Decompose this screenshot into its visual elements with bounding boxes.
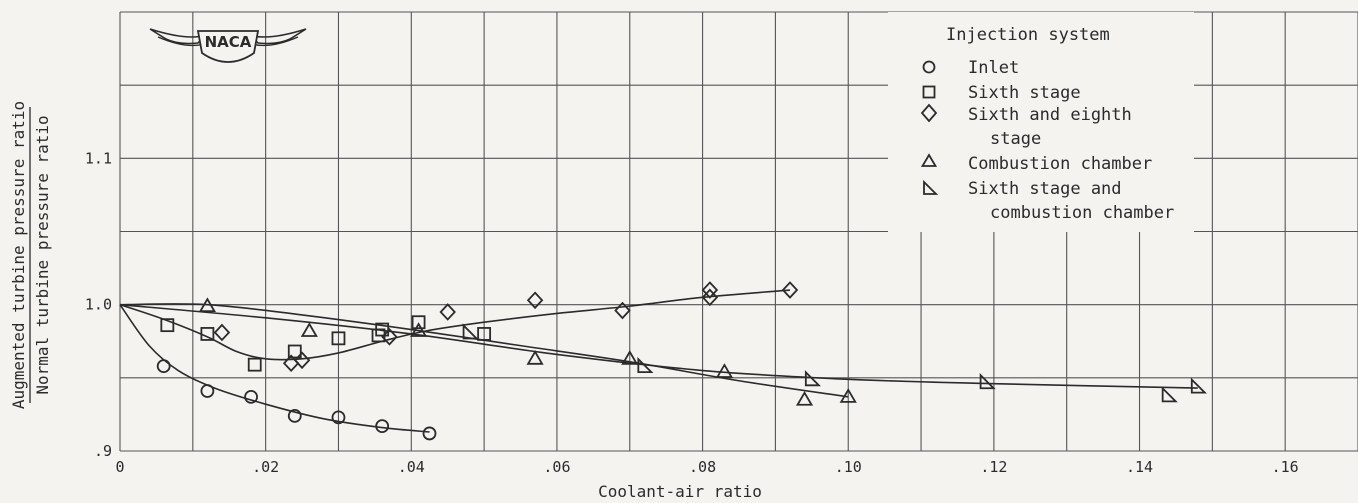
point-triangle	[795, 390, 814, 406]
point-circle	[422, 426, 437, 441]
point-triangle	[621, 350, 639, 365]
point-square	[200, 327, 215, 341]
y-label-numerator: Augmented turbine pressure ratio	[9, 101, 28, 409]
legend-entry-sixth-stage: Sixth stage	[922, 83, 1081, 103]
data-markers	[156, 281, 1207, 441]
point-triangle	[839, 388, 857, 403]
point-right-triangle	[979, 373, 996, 390]
point-diamond	[213, 323, 231, 342]
x-tick-label: .14	[1126, 458, 1153, 476]
point-square	[331, 331, 346, 346]
legend-label-sixth-combustion: Sixth stage and combustion chamber	[968, 179, 1174, 223]
curve-series-2	[119, 289, 791, 361]
legend-entry-inlet: Inlet	[922, 58, 1019, 78]
y-label-denominator: Normal turbine pressure ratio	[33, 115, 52, 394]
point-square	[247, 357, 262, 372]
x-tick-label: .06	[543, 458, 570, 476]
legend-marker-diamond	[920, 103, 938, 123]
legend-entry-sixth-combustion: Sixth stage and combustion chamber	[923, 179, 1174, 223]
point-diamond	[701, 288, 719, 307]
legend-marker-triangle	[920, 153, 938, 167]
point-circle	[375, 419, 390, 434]
y-tick-label: 1.1	[85, 149, 112, 167]
point-square	[287, 344, 302, 359]
point-circle	[156, 359, 171, 374]
x-tick-label: .02	[252, 458, 279, 476]
point-circle	[244, 389, 258, 404]
legend-marker-circle	[922, 60, 936, 74]
curve-series-0	[119, 304, 430, 433]
point-square	[477, 327, 492, 341]
legend-entry-sixth-eighth: Sixth and eighth stage	[920, 103, 1142, 149]
legend: Injection system Inlet Sixth stage Sixth…	[888, 12, 1194, 232]
point-right-triangle	[462, 323, 479, 340]
legend-label-inlet: Inlet	[968, 58, 1019, 78]
point-triangle	[526, 350, 544, 365]
y-tick-label: 1.0	[85, 296, 112, 314]
legend-title: Injection system	[946, 25, 1110, 45]
point-diamond	[526, 291, 544, 310]
point-triangle	[198, 297, 216, 313]
point-triangle	[300, 322, 318, 337]
point-right-triangle	[804, 370, 821, 387]
naca-logo: NACA	[149, 28, 307, 63]
point-square	[160, 318, 175, 333]
point-right-triangle	[637, 356, 654, 374]
point-triangle	[715, 363, 734, 378]
point-diamond	[293, 351, 311, 370]
x-axis-label: Coolant-air ratio	[598, 482, 762, 501]
y-axis-label: Augmented turbine pressure ratio Normal …	[9, 101, 52, 409]
legend-label-sixth-stage: Sixth stage	[968, 83, 1081, 103]
point-right-triangle	[1190, 377, 1207, 394]
point-circle	[287, 408, 302, 423]
point-square	[411, 315, 426, 330]
point-triangle	[410, 322, 428, 337]
x-tick-label: .08	[689, 458, 716, 476]
legend-marker-square	[922, 85, 936, 99]
point-right-triangle	[1161, 386, 1178, 403]
point-diamond	[781, 281, 799, 299]
x-tick-label: 0	[115, 458, 124, 476]
x-tick-label: .10	[835, 458, 862, 476]
x-tick-label: .04	[398, 458, 425, 476]
legend-label-combustion: Combustion chamber	[968, 154, 1152, 174]
point-circle	[331, 410, 346, 425]
point-circle	[200, 384, 215, 398]
y-tick-label: .9	[94, 442, 112, 460]
curve-series-4	[119, 303, 1198, 389]
point-diamond	[439, 303, 456, 321]
point-diamond	[701, 281, 719, 299]
point-diamond	[381, 328, 398, 346]
legend-entry-combustion: Combustion chamber	[920, 153, 1152, 174]
naca-logo-text: NACA	[205, 33, 252, 51]
y-tick-labels: .9 1.0 1.1	[85, 149, 112, 460]
x-tick-label: .16	[1272, 458, 1299, 476]
point-diamond	[614, 301, 631, 320]
legend-marker-right-triangle	[923, 179, 939, 195]
legend-label-sixth-eighth: Sixth and eighth stage	[968, 105, 1142, 149]
x-tick-label: .12	[980, 458, 1007, 476]
fitted-curves	[119, 289, 1198, 433]
x-tick-labels: 0 .02 .04 .06 .08 .10 .12 .14 .16	[115, 458, 1298, 476]
